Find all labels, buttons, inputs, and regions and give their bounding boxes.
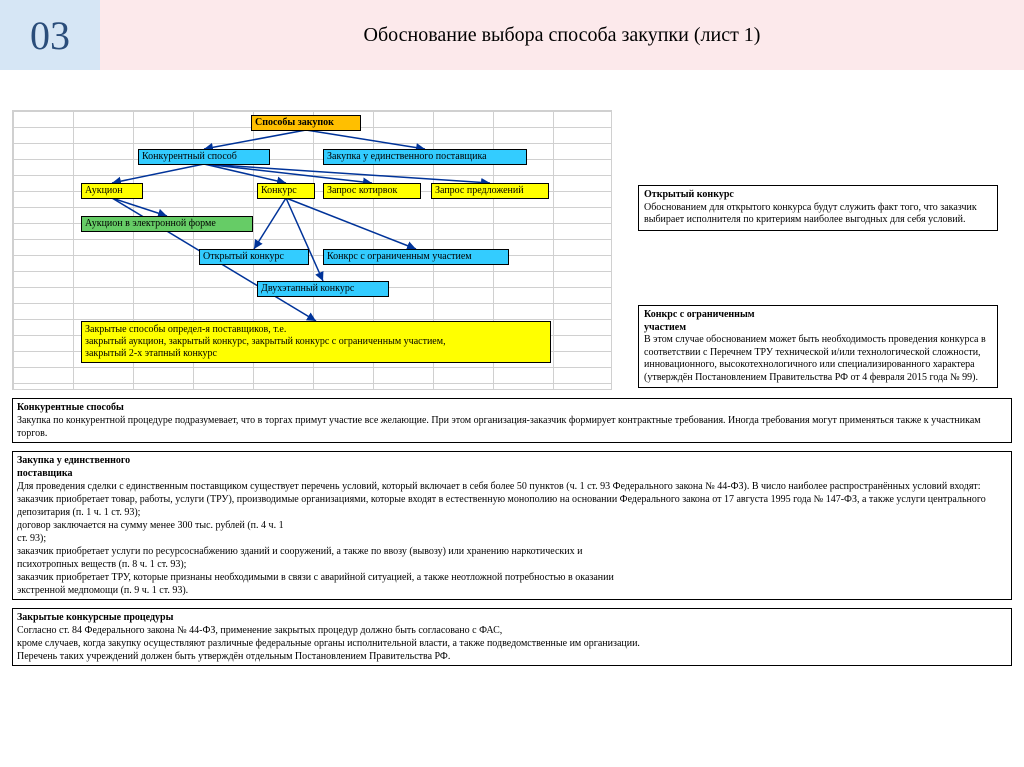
node-n12: Закрытые способы определ-я поставщиков, …: [81, 321, 551, 363]
side-box-0: Открытый конкурс Обоснованием для открыт…: [638, 185, 998, 231]
side-box-body: В этом случае обоснованием может быть не…: [644, 334, 986, 383]
arrow-8: [286, 198, 416, 249]
full-box-title: Закрытые конкурсные процедуры: [17, 611, 1007, 624]
arrow-6: [112, 198, 167, 216]
arrow-4: [204, 164, 372, 183]
full-box-body: Закупка по конкурентной процедуре подраз…: [17, 415, 983, 439]
header: 03 Обоснование выбора способа закупки (л…: [0, 0, 1024, 70]
node-n1: Способы закупок: [251, 115, 361, 131]
node-n8: Аукцион в электронной форме: [81, 216, 253, 232]
page-number: 03: [0, 0, 100, 70]
full-box-0: Конкурентные способыЗакупка по конкурент…: [12, 398, 1012, 443]
flowchart-grid: Способы закупок Конкурентный способ Закупк…: [12, 110, 612, 390]
full-box-1: Закупка у единственного поставщикаДля пр…: [12, 451, 1012, 600]
node-n7: Запрос предложений: [431, 183, 549, 199]
side-box-1: Конкрс с ограниченным участием В этом сл…: [638, 305, 998, 388]
node-n4: Аукцион: [81, 183, 143, 199]
full-box-body: Для проведения сделки с единственным пос…: [17, 481, 988, 596]
arrow-3: [204, 164, 286, 183]
side-box-title: Открытый конкурс: [644, 189, 734, 200]
node-n9: Открытый конкурс: [199, 249, 309, 265]
node-n3: Закупка у единственного поставщика: [323, 149, 527, 165]
full-width-boxes: Конкурентные способыЗакупка по конкурент…: [0, 398, 1024, 666]
node-n6: Запрос котирвок: [323, 183, 421, 199]
node-n2: Конкурентный способ: [138, 149, 270, 165]
arrow-9: [286, 198, 323, 281]
full-box-body: Согласно ст. 84 Федерального закона № 44…: [17, 625, 640, 662]
node-n11: Двухэтапный конкурс: [257, 281, 389, 297]
chart-row: Способы закупок Конкурентный способ Закупк…: [0, 110, 1024, 390]
node-n10: Конкрс с ограниченным участием: [323, 249, 509, 265]
full-box-title: Конкурентные способы: [17, 401, 1007, 414]
side-box-title: Конкрс с ограниченным участием: [644, 309, 755, 333]
arrow-2: [112, 164, 204, 183]
page-title: Обоснование выбора способа закупки (лист…: [100, 0, 1024, 70]
full-box-2: Закрытые конкурсные процедурыСогласно ст…: [12, 608, 1012, 666]
arrow-0: [204, 130, 306, 149]
node-n5: Конкурс: [257, 183, 315, 199]
arrow-1: [306, 130, 425, 149]
side-box-body: Обоснованием для открытого конкурса буду…: [644, 202, 977, 226]
full-box-title: Закупка у единственного поставщика: [17, 454, 1007, 480]
arrow-5: [204, 164, 490, 183]
arrow-7: [254, 198, 286, 249]
